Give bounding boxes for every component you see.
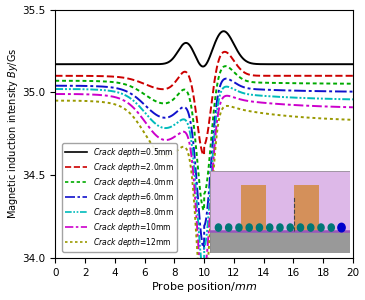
Y-axis label: Magnetic induction intensity $\it{By}$/Gs: Magnetic induction intensity $\it{By}$/G… — [5, 48, 20, 220]
X-axis label: Probe position/$\it{mm}$: Probe position/$\it{mm}$ — [151, 280, 257, 294]
Legend: $\it{Crack\ depth}$=0.5mm, $\it{Crack\ depth}$=2.0mm, $\it{Crack\ depth}$=4.0mm,: $\it{Crack\ depth}$=0.5mm, $\it{Crack\ d… — [62, 143, 177, 252]
